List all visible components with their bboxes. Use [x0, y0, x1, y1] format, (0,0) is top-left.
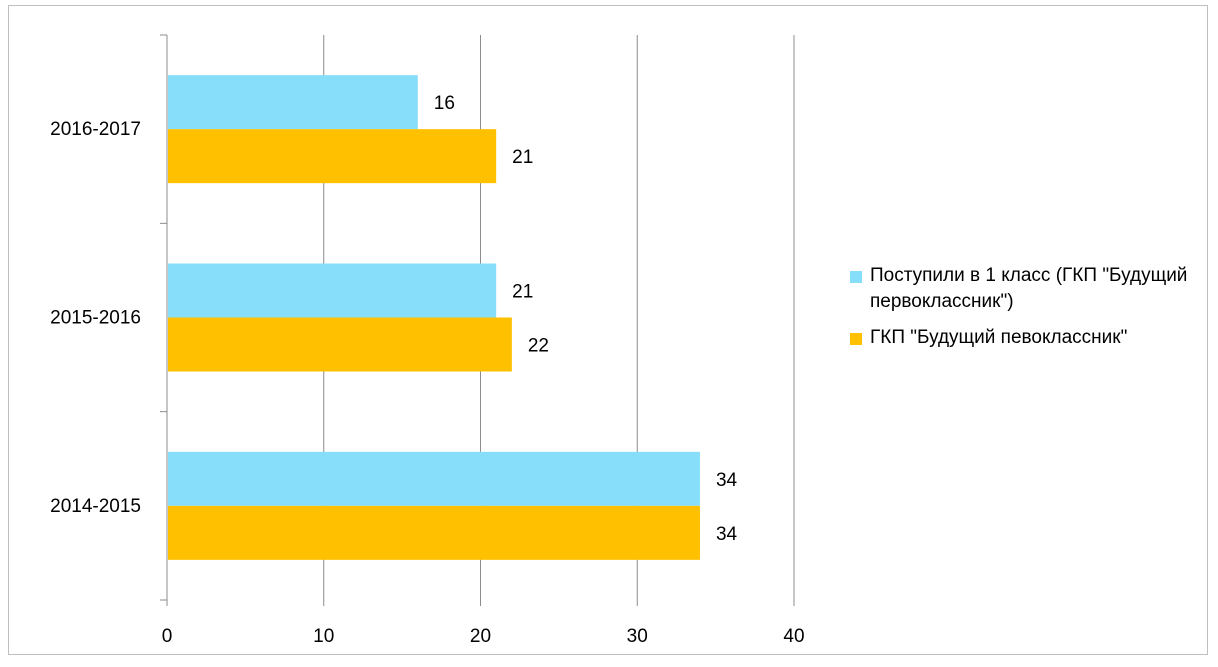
legend-label-series-1: Поступили в 1 класс (ГКП "Будущий первок… — [870, 265, 1188, 312]
bar-series-2-2016-2017 — [168, 129, 497, 184]
legend-label-series-2: ГКП "Будущий певоклассник" — [870, 327, 1128, 348]
y-tick-label: 2014-2015 — [50, 496, 141, 517]
legend-item-series-2: ГКП "Будущий певоклассник" — [850, 325, 1210, 351]
data-label: 21 — [512, 147, 533, 168]
x-tick-label: 0 — [162, 626, 173, 647]
x-tick-label: 30 — [627, 626, 648, 647]
data-label: 16 — [434, 93, 455, 114]
data-label: 21 — [512, 282, 533, 303]
x-tick-label: 20 — [470, 626, 491, 647]
bar-series-1-2016-2017 — [168, 75, 418, 130]
x-tick-label: 40 — [783, 626, 804, 647]
legend-swatch-series-1 — [850, 271, 862, 283]
data-label: 34 — [716, 524, 738, 545]
data-label: 22 — [528, 336, 549, 357]
legend-item-series-1: Поступили в 1 класс (ГКП "Будущий первок… — [850, 263, 1210, 315]
legend: Поступили в 1 класс (ГКП "Будущий первок… — [850, 263, 1210, 361]
bar-series-1-2015-2016 — [168, 263, 497, 318]
y-tick-label: 2015-2016 — [50, 308, 141, 329]
bar-series-1-2014-2015 — [168, 451, 700, 506]
data-label: 34 — [716, 470, 738, 491]
bar-series-2-2014-2015 — [168, 505, 700, 560]
legend-swatch-series-2 — [850, 333, 862, 345]
y-tick-label: 2016-2017 — [50, 119, 141, 140]
bar-series-2-2015-2016 — [168, 317, 512, 372]
x-tick-label: 10 — [313, 626, 334, 647]
